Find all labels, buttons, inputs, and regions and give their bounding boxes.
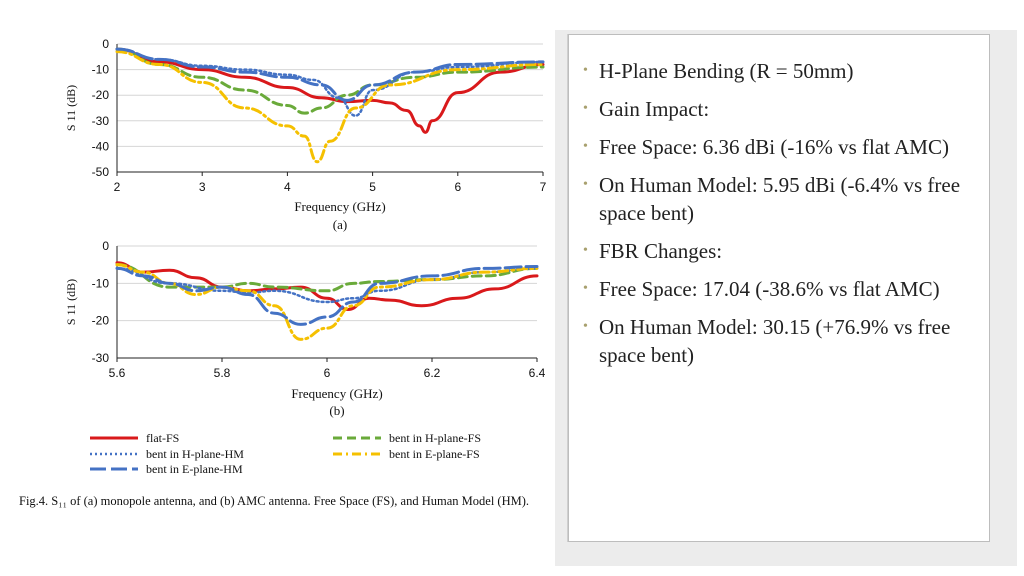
bullet-panel: • H-Plane Bending (R = 50mm) • Gain Impact… (568, 34, 990, 542)
y-axis-title: S 11 (dB) (64, 85, 78, 131)
series-line (115, 47, 545, 134)
figure-caption: Fig.4. S₁₁ of (a) monopole antenna, and … (19, 494, 530, 508)
y-tick-label: -20 (92, 88, 110, 102)
x-tick-label: 7 (540, 180, 547, 194)
bullet-text: FBR Changes: (599, 239, 723, 263)
bullet-icon: • (583, 319, 588, 334)
legend-label: bent in E-plane-FS (389, 447, 480, 461)
x-tick-label: 4 (284, 180, 291, 194)
bullet-icon: • (583, 139, 588, 154)
series-line (115, 47, 545, 102)
bullet-list: • H-Plane Bending (R = 50mm) • Gain Impact… (569, 35, 989, 369)
x-axis-title: Frequency (GHz) (291, 386, 382, 401)
x-tick-label: 5.6 (109, 366, 126, 380)
x-tick-label: 2 (114, 180, 121, 194)
y-tick-label: -10 (92, 276, 110, 290)
bullet-text: Free Space: 17.04 (-38.6% vs flat AMC) (599, 277, 940, 301)
legend-label: bent in E-plane-HM (146, 462, 243, 476)
s11-figure: 0 -10 -20 -30 -40 -50 2 3 4 5 6 7 Frequency (GHz) (a)… (19, 37, 547, 508)
x-tick-label: 3 (199, 180, 206, 194)
bullet-item: • Free Space: 17.04 (-38.6% vs flat AMC) (583, 275, 989, 303)
series-line (115, 265, 539, 326)
bullet-text: On Human Model: 5.95 dBi (-6.4% vs free … (599, 173, 961, 225)
bullet-item: • FBR Changes: (583, 237, 989, 265)
bullet-item: • Gain Impact: (583, 95, 989, 123)
panel-label: (b) (329, 403, 344, 418)
x-tick-label: 6 (324, 366, 331, 380)
x-tick-label: 5.8 (214, 366, 231, 380)
bullet-item: • H-Plane Bending (R = 50mm) (583, 57, 989, 85)
bullet-item: • Free Space: 6.36 dBi (-16% vs flat AMC) (583, 133, 989, 161)
y-axis-title: S 11 (dB) (64, 279, 78, 325)
x-axis-title: Frequency (GHz) (294, 199, 385, 214)
x-tick-label: 5 (369, 180, 376, 194)
y-tick-label: -40 (92, 139, 110, 153)
bullet-icon: • (583, 63, 588, 78)
bullet-item: • On Human Model: 5.95 dBi (-6.4% vs free… (583, 171, 989, 227)
bullet-icon: • (583, 243, 588, 258)
y-tick-label: 0 (102, 239, 109, 253)
x-tick-label: 6 (454, 180, 461, 194)
bullet-text: Free Space: 6.36 dBi (-16% vs flat AMC) (599, 135, 949, 159)
bullet-icon: • (583, 177, 588, 192)
x-tick-label: 6.4 (529, 366, 546, 380)
legend-label: bent in H-plane-HM (146, 447, 244, 461)
y-tick-label: -20 (92, 314, 110, 328)
y-tick-label: -30 (92, 114, 110, 128)
s11-charts-svg: 0 -10 -20 -30 -40 -50 2 3 4 5 6 7 Frequency (GHz) (a)… (64, 37, 547, 476)
y-tick-label: -30 (92, 351, 110, 365)
y-tick-label: 0 (102, 37, 109, 51)
bullet-icon: • (583, 281, 588, 296)
y-tick-label: -50 (92, 165, 110, 179)
legend-label: flat-FS (146, 431, 179, 445)
bullet-item: • On Human Model: 30.15 (+76.9% vs free s… (583, 313, 989, 369)
bullet-text: On Human Model: 30.15 (+76.9% vs free sp… (599, 315, 951, 367)
series-line (115, 50, 545, 164)
panel-label: (a) (333, 217, 347, 232)
x-tick-label: 6.2 (424, 366, 441, 380)
bullet-text: H-Plane Bending (R = 50mm) (599, 59, 854, 83)
y-tick-label: -10 (92, 63, 110, 77)
bullet-icon: • (583, 101, 588, 116)
legend-label: bent in H-plane-FS (389, 431, 481, 445)
bullet-text: Gain Impact: (599, 97, 710, 121)
series-line (115, 261, 539, 311)
